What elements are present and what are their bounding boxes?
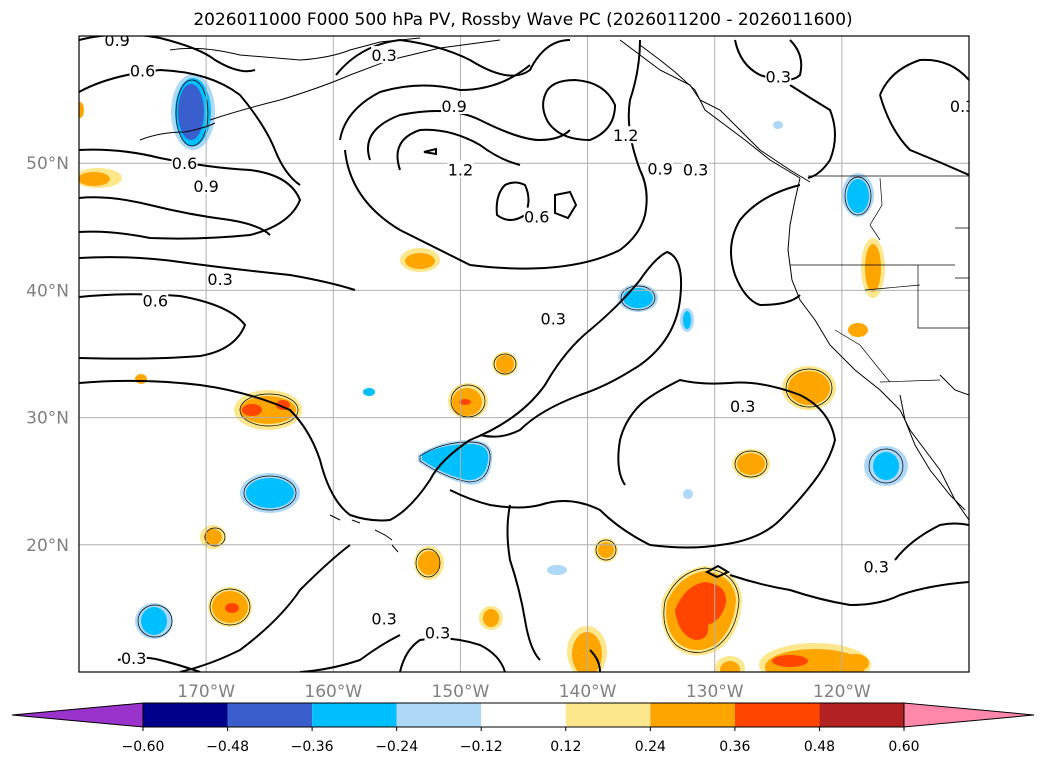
contour-label: 0.9 — [104, 31, 129, 50]
contour-label: 0.9 — [441, 97, 466, 116]
contour-label: 0.3 — [541, 309, 566, 328]
colorbar-tick-label: −0.24 — [375, 739, 418, 755]
contour-label-bg — [207, 269, 234, 287]
political-borders — [790, 175, 969, 383]
map-area: 0.90.60.30.91.21.20.60.90.60.9 0.30.30.30… — [79, 31, 975, 672]
contour-label-bg — [129, 61, 156, 79]
contour-label: 0.3 — [950, 97, 975, 116]
colorbar: −0.60 −0.48 −0.36 −0.24 −0.12 0.12 0.24 0.36 0.4… — [11, 702, 1035, 755]
colorbar-tick-label: −0.12 — [460, 739, 503, 755]
colorbar-box — [143, 703, 228, 727]
contour-label: 1.2 — [448, 161, 473, 180]
contour-label-bg — [682, 160, 709, 178]
colorbar-box — [819, 703, 904, 727]
contour-label-bg — [193, 177, 220, 195]
colorbar-extend-high — [903, 702, 1035, 728]
contour-label: 0.3 — [683, 161, 708, 180]
contour-label-bg — [104, 36, 131, 48]
lon-tick-label: 140°W — [559, 682, 617, 702]
lat-tick-label: 30°N — [26, 409, 69, 429]
colorbar-tick-label: 0.24 — [635, 739, 666, 755]
contour-label: 0.6 — [524, 208, 549, 227]
colorbar-box — [481, 703, 566, 727]
longitude-tick-labels: 170°W 160°W 150°W 140°W 130°W 120°W — [177, 682, 871, 702]
contour-labels: 0.90.60.30.91.21.20.60.90.60.9 0.30.30.30… — [104, 31, 975, 668]
contour-label-bg — [424, 623, 451, 641]
contour-label: 0.3 — [730, 397, 755, 416]
contour-label-bg — [120, 649, 147, 667]
colorbar-tick-label: 0.12 — [550, 739, 581, 755]
contour-label: 0.3 — [371, 46, 396, 65]
contour-label-bg — [441, 96, 468, 114]
colorbar-tick-label: −0.36 — [291, 739, 334, 755]
contour-label: 0.3 — [766, 68, 791, 87]
contour-label: 0.3 — [207, 270, 232, 289]
map-grid — [79, 36, 969, 672]
contour-label-bg — [371, 609, 398, 627]
contour-label: 0.3 — [121, 649, 146, 668]
colorbar-tick-label: −0.60 — [122, 739, 165, 755]
lat-tick-label: 50°N — [26, 154, 69, 174]
contour-label-bg — [729, 397, 756, 415]
contour-label-bg — [447, 160, 474, 178]
contour-label-bg — [371, 46, 398, 64]
colorbar-extend-low — [11, 702, 144, 728]
map-frame — [78, 35, 970, 673]
colorbar-box — [565, 703, 651, 727]
contour-label: 0.3 — [863, 557, 888, 576]
lat-tick-label: 40°N — [26, 281, 69, 301]
lon-tick-label: 160°W — [304, 682, 362, 702]
contour-label: 0.9 — [647, 159, 672, 178]
contour-label-bg — [142, 291, 169, 309]
colorbar-tick-label: −0.48 — [206, 739, 249, 755]
colorbar-box — [396, 703, 482, 727]
colorbar-frame — [142, 702, 905, 728]
colorbar-tick-label: 0.48 — [804, 739, 835, 755]
colorbar-tick-label: 0.36 — [719, 739, 750, 755]
colorbar-tick-label: 0.60 — [888, 739, 919, 755]
pc-outlines — [137, 79, 904, 653]
map-title: 2026011000 F000 500 hPa PV, Rossby Wave … — [193, 10, 852, 30]
contour-label-bg — [523, 207, 550, 225]
contour-label: 0.6 — [172, 154, 197, 173]
contour-label: 0.3 — [371, 610, 396, 629]
lon-tick-label: 170°W — [177, 682, 235, 702]
contour-label-bg — [540, 309, 567, 327]
latitude-tick-labels: 20°N 30°N 40°N 50°N — [26, 154, 69, 556]
contour-label: 0.6 — [130, 61, 155, 80]
contour-label-bg — [765, 67, 792, 85]
contour-label-bg — [647, 159, 674, 177]
lon-tick-label: 150°W — [432, 682, 490, 702]
colorbar-box — [734, 703, 820, 727]
pv-contours — [79, 36, 969, 672]
pc-shading — [79, 74, 908, 672]
contour-label: 0.9 — [193, 177, 218, 196]
lon-tick-label: 120°W — [813, 682, 871, 702]
colorbar-box — [650, 703, 735, 727]
contour-label-bg — [863, 557, 890, 575]
lat-tick-label: 20°N — [26, 536, 69, 556]
contour-label-bg — [171, 154, 198, 172]
map-background — [79, 36, 969, 672]
contour-label: 1.2 — [613, 126, 638, 145]
contour-label-bg — [949, 96, 969, 114]
lon-tick-label: 130°W — [686, 682, 744, 702]
contour-label-bg — [612, 126, 639, 144]
contour-label: 0.3 — [425, 624, 450, 643]
colorbar-box — [227, 703, 313, 727]
colorbar-box — [312, 703, 397, 727]
contour-label: 0.6 — [143, 292, 168, 311]
